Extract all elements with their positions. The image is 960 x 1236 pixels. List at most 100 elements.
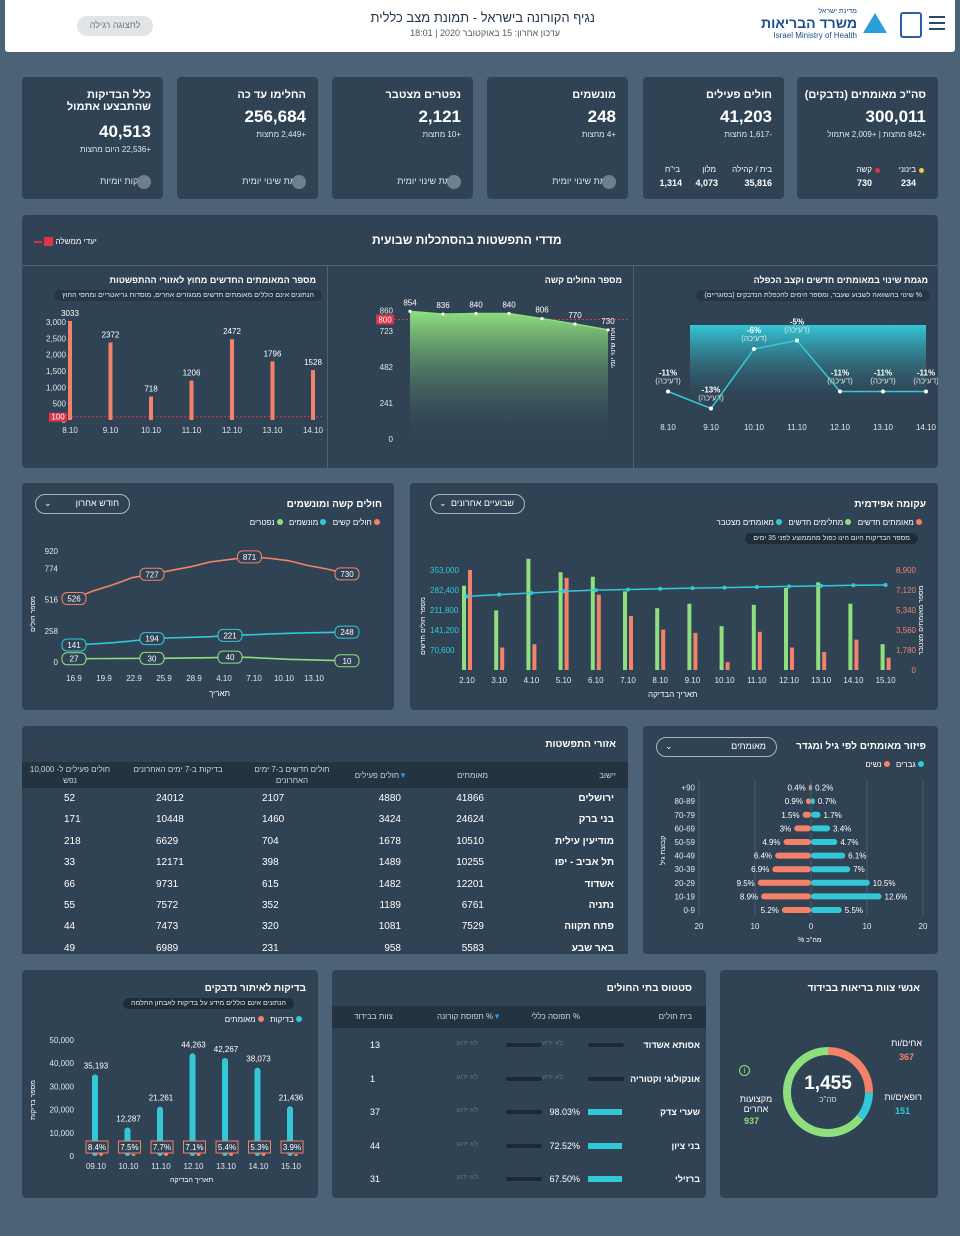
- menu-icon[interactable]: [929, 16, 945, 30]
- panel-note: מספר הבדיקות היום הינו כפול מהממוצע לפני…: [745, 533, 918, 544]
- bar-chart-icon[interactable]: [292, 175, 306, 189]
- tick-label: 7.10: [620, 676, 636, 685]
- spread-areas-card: אזורי התפשטות יישוב מאומתים ▼חולים פעילי…: [22, 726, 628, 954]
- occupancy-bar: [588, 1043, 624, 1047]
- data-label: -11%: [874, 369, 892, 378]
- data-label: 840: [469, 300, 483, 309]
- legend-label: נשים: [865, 760, 882, 769]
- tick-label: 1,780: [896, 646, 917, 655]
- col-header-per10k[interactable]: חולים פעילים ל- 10,000 נפש: [29, 765, 111, 785]
- data-point: [666, 389, 670, 394]
- occupancy-bar: [588, 1176, 622, 1183]
- label-box: [248, 1140, 271, 1154]
- kpi-title: חולים פעילים: [706, 89, 772, 101]
- col-header-staff[interactable]: צוות בבידוד: [354, 1012, 393, 1021]
- trend-link[interactable]: מגמת שינוי יומית: [242, 176, 306, 186]
- occupancy-bar: [506, 1143, 542, 1148]
- kpi-title: החלימו עד כה: [237, 89, 306, 101]
- bar-chart-icon[interactable]: [602, 175, 616, 189]
- table-row[interactable]: תל אביב - יפו 10255 1489 398 12171 33: [22, 852, 626, 873]
- tick-label: 9.10: [103, 426, 119, 435]
- col-header-tests7[interactable]: בדיקות ב-7 ימים האחרונים: [133, 765, 223, 774]
- table-row[interactable]: באר שבע 5583 958 231 6989 49: [22, 938, 626, 956]
- panel-title: מספר החולים קשה: [544, 275, 622, 285]
- table-cell: 12171: [156, 857, 184, 869]
- severe-value: 730: [856, 178, 872, 188]
- table-header: [22, 762, 628, 788]
- kpi-title: מונשמים: [572, 89, 616, 101]
- series-line: [73, 631, 348, 646]
- col-header-city[interactable]: יישוב: [599, 771, 616, 780]
- trend-link[interactable]: מגמת שינוי יומית: [552, 176, 616, 186]
- trend-link[interactable]: בדיקות יומיות: [100, 176, 151, 186]
- table-row[interactable]: בני ברק 24624 3424 1460 10448 171: [22, 809, 626, 830]
- label-box: [139, 567, 165, 581]
- label-box: [139, 632, 165, 646]
- table-row[interactable]: פתח תקווה 7529 1081 320 7473 44: [22, 916, 626, 937]
- table-row[interactable]: אשדוד 12201 1482 615 9731 66: [22, 874, 626, 895]
- table-cell: אשדוד: [584, 878, 614, 890]
- bar: [794, 825, 811, 832]
- bar: [848, 603, 853, 670]
- tick-label: 14.10: [843, 676, 864, 685]
- col-header-active[interactable]: ▼חולים פעילים: [355, 771, 407, 780]
- table-row[interactable]: ברזילי 67.50% לא ידוע 31: [330, 1164, 708, 1197]
- tick-label: 70-79: [675, 811, 696, 820]
- kpi-sub: +2,449 מחצות: [256, 130, 306, 139]
- table-row[interactable]: ירושלים 41866 4880 2107 24012 52: [22, 788, 626, 809]
- occupancy-bar: [588, 1109, 622, 1116]
- label-box: [334, 625, 360, 639]
- data-label: 141: [67, 641, 81, 650]
- bar: [725, 662, 730, 670]
- tick-label: 5,340: [896, 606, 917, 615]
- bar-chart-icon[interactable]: [447, 175, 461, 189]
- bar-chart-icon[interactable]: [137, 175, 151, 189]
- display-mode-button[interactable]: לתצוגה רגילה: [77, 16, 153, 36]
- info-icon[interactable]: i: [739, 1065, 750, 1076]
- table-row[interactable]: אסותא אשדוד לא ידוע לא ידוע 13: [330, 1030, 708, 1063]
- trend-link[interactable]: מגמת שינוי יומית: [397, 176, 461, 186]
- data-label: (דעיכה): [870, 377, 896, 386]
- data-label: 6.4%: [754, 852, 772, 861]
- divider: [633, 265, 634, 468]
- table-cell: 352: [262, 900, 279, 911]
- table-row[interactable]: אונקולוגי וקטוריה לא ידוע לא ידוע 1: [330, 1064, 708, 1097]
- table-cell: 1189: [379, 900, 401, 911]
- table-cell: 49: [64, 942, 76, 954]
- table-cell: 1678: [378, 835, 401, 847]
- tick-label: 14.10: [248, 1162, 269, 1171]
- col-header-new7[interactable]: חולים חדשים ב-7 ימים האחרונים: [254, 765, 330, 785]
- kpi-recovered: החלימו עד כה 256,684 +2,449 מחצות מגמת ש…: [177, 77, 318, 199]
- kpi-sub: -1,617 מחצות: [724, 130, 772, 139]
- bar: [564, 577, 569, 670]
- data-point: [465, 594, 469, 599]
- label-box: [217, 650, 243, 664]
- bar: [822, 652, 827, 670]
- panel-title: מספר המאומתים החדשים מחוץ לאזורי ההתפשטו…: [109, 275, 316, 285]
- table-row[interactable]: בני ציון 72.52% לא ידוע 44: [330, 1131, 708, 1164]
- col-header-general[interactable]: % תפוסה כללי: [531, 1012, 580, 1021]
- table-row[interactable]: נתניה 6761 1189 352 7572 55: [22, 895, 626, 916]
- month-dropdown[interactable]: חודש אחרון ⌄: [35, 494, 130, 514]
- table-row[interactable]: שערי צדק 98.03% לא ידוע 37: [330, 1097, 708, 1130]
- bar: [222, 1057, 228, 1156]
- data-label: (דעיכה): [827, 377, 853, 386]
- data-point: [795, 338, 799, 343]
- table-cell: 24624: [456, 814, 484, 826]
- table-cell: 31: [370, 1174, 381, 1185]
- table-row[interactable]: מודיעין עילית 10510 1678 704 6629 218: [22, 831, 626, 852]
- tick-label: 723: [380, 327, 394, 336]
- data-label: 221: [223, 631, 237, 640]
- age-metric-dropdown[interactable]: מאומתים ⌄: [656, 737, 777, 757]
- data-label: 5.5%: [845, 906, 863, 915]
- data-label: (דעיכה): [698, 394, 724, 403]
- col-header-confirmed[interactable]: מאומתים: [457, 771, 488, 780]
- kpi-title: נפטרים מצטבר: [385, 89, 461, 101]
- col-header-hospital[interactable]: בית חולים: [658, 1012, 692, 1021]
- bar: [781, 907, 811, 913]
- period-dropdown[interactable]: שבועיים אחרונים ⌄: [430, 494, 525, 514]
- tick-label: 282,400: [430, 586, 459, 595]
- col-header-corona[interactable]: ▼% תפוסת קורונה: [437, 1012, 501, 1021]
- tick-label: 1,500: [46, 367, 67, 376]
- kpi-confirmed: סה"כ מאומתים (נדבקים) 300,011 +842 מחצות…: [797, 77, 938, 199]
